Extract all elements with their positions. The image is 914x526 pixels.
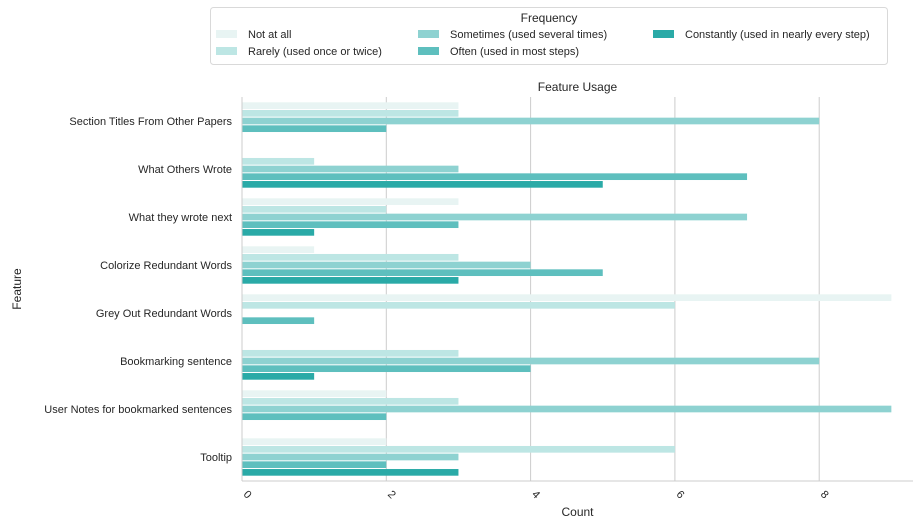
bar xyxy=(242,373,315,380)
y-tick-label: Colorize Redundant Words xyxy=(100,260,232,272)
bar xyxy=(242,461,387,469)
bar xyxy=(242,205,387,213)
x-axis-label: Count xyxy=(561,505,594,519)
bar xyxy=(242,165,459,173)
bar xyxy=(242,469,459,476)
bar xyxy=(242,117,820,125)
legend-swatch xyxy=(216,30,237,38)
bar xyxy=(242,269,603,277)
bar xyxy=(242,357,820,365)
legend-swatch xyxy=(418,47,439,55)
legend-label: Not at all xyxy=(248,29,291,41)
bar xyxy=(242,413,387,421)
legend-label: Rarely (used once or twice) xyxy=(248,46,382,58)
bar xyxy=(242,253,459,261)
plot-area: Feature Usage 0 2 4 6 8 Section Titles From Ot… xyxy=(10,80,913,519)
bar xyxy=(242,349,459,357)
x-tick-label: 4 xyxy=(529,488,542,501)
bar xyxy=(242,294,892,301)
bar xyxy=(242,445,675,453)
legend-box xyxy=(210,7,888,65)
legend-label: Constantly (used in nearly every step) xyxy=(685,29,870,41)
bar xyxy=(242,213,748,221)
y-tick-label: What Others Wrote xyxy=(138,164,232,176)
bar xyxy=(242,438,387,445)
bar xyxy=(242,173,748,181)
x-tick-label: 8 xyxy=(818,488,831,501)
bar xyxy=(242,246,315,253)
bar xyxy=(242,390,387,397)
x-tick-label: 2 xyxy=(385,488,398,501)
y-tick-label: Section Titles From Other Papers xyxy=(69,116,232,128)
bar xyxy=(242,301,675,309)
legend: Frequency Not at all Rarely (used once or … xyxy=(210,7,888,65)
bar xyxy=(242,405,892,413)
legend-title: Frequency xyxy=(521,11,578,25)
bar xyxy=(242,365,531,373)
bar xyxy=(242,157,315,165)
y-tick-label: What they wrote next xyxy=(129,212,232,224)
y-tick-label: User Notes for bookmarked sentences xyxy=(44,404,232,416)
bar xyxy=(242,221,459,229)
bar xyxy=(242,181,603,188)
bar xyxy=(242,317,315,325)
bar xyxy=(242,109,459,117)
bar xyxy=(242,397,459,405)
bar xyxy=(242,198,459,205)
bar xyxy=(242,102,459,109)
bar xyxy=(242,261,531,269)
y-tick-label: Grey Out Redundant Words xyxy=(96,308,233,320)
legend-label: Sometimes (used several times) xyxy=(450,29,607,41)
legend-label: Often (used in most steps) xyxy=(450,46,579,58)
x-tick-label: 0 xyxy=(241,488,254,501)
chart-title: Feature Usage xyxy=(538,80,618,94)
x-tick-label: 6 xyxy=(674,488,687,501)
bar xyxy=(242,453,459,461)
y-axis-label: Feature xyxy=(10,268,24,310)
bar xyxy=(242,277,459,284)
bar xyxy=(242,125,387,133)
legend-swatch xyxy=(418,30,439,38)
y-tick-label: Bookmarking sentence xyxy=(120,356,232,368)
y-tick-label: Tooltip xyxy=(200,452,232,464)
bar xyxy=(242,229,315,236)
legend-swatch xyxy=(653,30,674,38)
legend-swatch xyxy=(216,47,237,55)
